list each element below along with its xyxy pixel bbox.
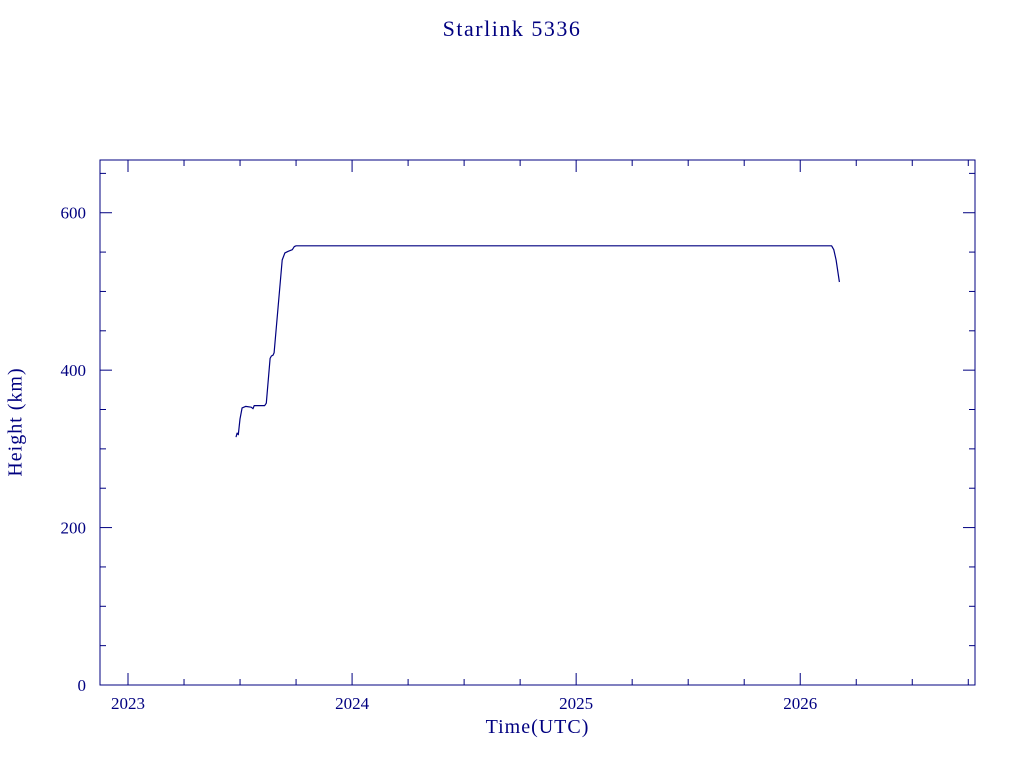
y-tick-label: 400 <box>61 361 87 380</box>
x-tick-label: 2023 <box>111 694 145 713</box>
plot-frame <box>99 159 976 686</box>
y-tick-label: 200 <box>61 519 87 538</box>
chart-title: Starlink 5336 <box>442 16 582 41</box>
x-axis-label: Time(UTC) <box>485 716 590 738</box>
y-tick-label: 600 <box>61 204 87 223</box>
x-tick-label: 2024 <box>335 694 370 713</box>
x-tick-label: 2026 <box>783 694 817 713</box>
y-tick-label: 0 <box>78 676 87 695</box>
x-tick-label: 2025 <box>559 694 593 713</box>
data-series-line <box>235 245 840 438</box>
